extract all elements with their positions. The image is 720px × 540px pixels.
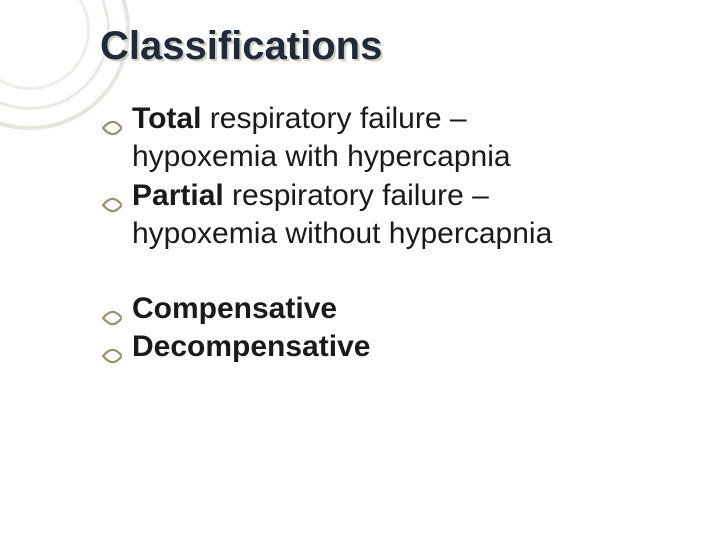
- group-gap: [100, 254, 670, 290]
- list-item: Compensative: [100, 290, 670, 328]
- decoration-ring-inner: [0, 0, 90, 90]
- list-item-text: Compensative: [132, 290, 337, 328]
- bullet-icon: [100, 110, 128, 130]
- list-item-lead: Partial: [132, 179, 224, 212]
- decoration-ring-mid: [0, 0, 110, 110]
- bullet-icon: [100, 187, 128, 207]
- list-item-rest: respiratory failure –: [201, 102, 466, 135]
- list-item-text: Partial respiratory failure –: [132, 177, 489, 215]
- list-item-text: Decompensative: [132, 328, 370, 366]
- bullet-icon: [100, 338, 128, 358]
- list-item-continuation: hypoxemia without hypercapnia: [100, 215, 670, 253]
- list-item-rest: respiratory failure –: [224, 179, 489, 212]
- slide-title: Classifications: [100, 24, 382, 69]
- list-item-text: Total respiratory failure –: [132, 100, 467, 138]
- list-item-lead: Total: [132, 102, 201, 135]
- list-item: Total respiratory failure –: [100, 100, 670, 138]
- list-item-lead: Decompensative: [132, 330, 370, 363]
- list-item-continuation: hypoxemia with hypercapnia: [100, 138, 670, 176]
- list-item: Partial respiratory failure –: [100, 177, 670, 215]
- bullet-icon: [100, 300, 128, 320]
- slide-content: Total respiratory failure – hypoxemia wi…: [100, 100, 670, 366]
- list-item: Decompensative: [100, 328, 670, 366]
- list-item-lead: Compensative: [132, 292, 337, 325]
